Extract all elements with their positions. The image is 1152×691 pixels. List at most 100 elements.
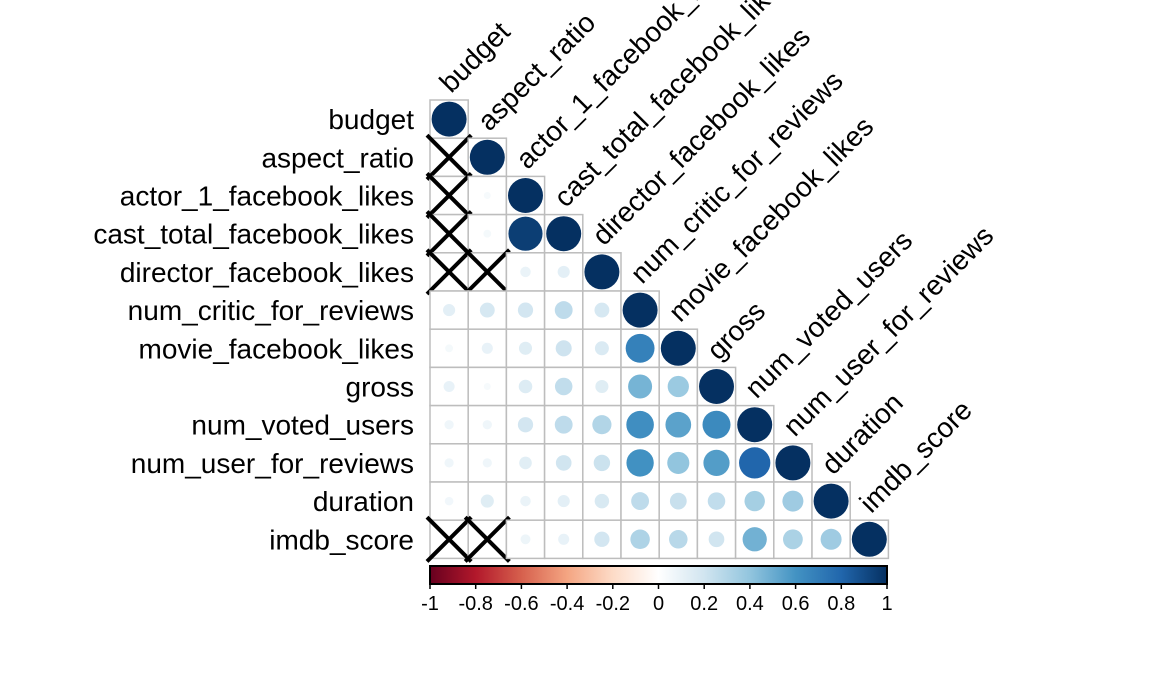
matrix-cell bbox=[620, 443, 660, 483]
colorbar-tick-label: 0.4 bbox=[736, 593, 764, 615]
matrix-cell bbox=[467, 175, 508, 216]
matrix-cell bbox=[425, 133, 473, 181]
matrix-cell bbox=[543, 404, 584, 445]
matrix-cell bbox=[429, 443, 469, 483]
correlation-circle bbox=[584, 254, 620, 290]
row-labels: budget aspect_ratio actor_1_facebook_likes… bbox=[93, 104, 414, 555]
correlation-circle bbox=[555, 455, 572, 471]
correlation-circle bbox=[554, 415, 573, 434]
correlation-circle bbox=[520, 495, 531, 507]
correlation-circle bbox=[469, 139, 505, 175]
correlation-circle bbox=[631, 492, 650, 511]
colorbar-tick-label: 0 bbox=[653, 593, 664, 615]
matrix-cell bbox=[543, 443, 584, 483]
matrix-cell bbox=[505, 366, 546, 407]
cell-box bbox=[543, 290, 584, 330]
row-label: imdb_score bbox=[269, 524, 414, 555]
correlation-circle bbox=[699, 369, 734, 404]
matrix-cell bbox=[811, 519, 851, 560]
matrix-cell bbox=[505, 175, 546, 216]
correlation-circle bbox=[480, 494, 494, 508]
insignificant-cross bbox=[463, 248, 511, 296]
correlation-circle bbox=[669, 492, 687, 510]
correlation-circle bbox=[813, 483, 849, 519]
column-label: gross bbox=[701, 295, 771, 365]
matrix-cell bbox=[658, 404, 699, 445]
matrix-cell bbox=[620, 290, 660, 330]
correlation-circle bbox=[669, 530, 688, 549]
matrix-cell bbox=[505, 519, 546, 560]
cell-box bbox=[620, 519, 660, 560]
correlation-circle bbox=[628, 374, 653, 399]
row-label: aspect_ratio bbox=[261, 142, 414, 173]
correlation-circle bbox=[626, 410, 654, 439]
matrix-cell bbox=[811, 481, 851, 521]
colorbar-tick-label: 0.6 bbox=[782, 593, 810, 615]
correlation-circle bbox=[667, 375, 689, 398]
matrix-cell bbox=[620, 328, 660, 369]
correlation-circle bbox=[595, 379, 609, 394]
matrix-cell bbox=[734, 404, 775, 445]
matrix-cell bbox=[429, 99, 469, 139]
matrix-cell bbox=[658, 481, 699, 521]
correlation-circle bbox=[482, 458, 492, 468]
matrix-cell bbox=[425, 171, 473, 220]
correlation-circle bbox=[546, 216, 582, 252]
matrix-cell bbox=[425, 248, 473, 296]
colorbar-tick-label: -0.4 bbox=[550, 593, 584, 615]
matrix-cell bbox=[429, 481, 469, 521]
matrix-cell bbox=[734, 519, 775, 560]
correlation-circle bbox=[660, 330, 696, 366]
matrix-cell bbox=[734, 443, 775, 483]
matrix-cell bbox=[582, 252, 622, 292]
insignificant-cross bbox=[425, 133, 473, 181]
correlation-circle bbox=[431, 101, 467, 137]
colorbar-tick-label: -0.2 bbox=[596, 593, 630, 615]
matrix-cell bbox=[467, 481, 508, 521]
correlation-circle bbox=[443, 380, 455, 393]
matrix-cell bbox=[658, 366, 699, 407]
matrix-cell bbox=[505, 328, 546, 369]
correlation-circle bbox=[851, 521, 887, 557]
matrix-cell bbox=[425, 515, 473, 563]
correlation-circle bbox=[481, 342, 493, 354]
matrix-cell bbox=[543, 481, 584, 521]
insignificant-cross bbox=[425, 210, 473, 258]
matrix-cell bbox=[505, 443, 546, 483]
correlation-circle bbox=[444, 496, 454, 506]
matrix-cell bbox=[773, 443, 813, 483]
correlation-circle bbox=[703, 449, 730, 476]
matrix-cell bbox=[582, 519, 622, 560]
matrix-cell bbox=[463, 248, 511, 296]
matrix-cell bbox=[620, 404, 660, 445]
matrix-cell bbox=[582, 328, 622, 369]
matrix-cell bbox=[696, 481, 737, 521]
matrix-cell bbox=[696, 443, 737, 483]
correlation-circle bbox=[517, 302, 534, 318]
matrix-cell bbox=[505, 213, 546, 254]
matrix-cell bbox=[543, 328, 584, 369]
correlation-circle bbox=[702, 410, 731, 439]
matrix-cell bbox=[658, 519, 699, 560]
correlation-circle bbox=[593, 454, 611, 472]
matrix-cell bbox=[849, 519, 890, 560]
correlation-circle bbox=[594, 302, 610, 318]
correlation-circle bbox=[555, 340, 572, 357]
correlation-circle bbox=[444, 458, 454, 468]
matrix-cell bbox=[543, 290, 584, 330]
row-label: num_voted_users bbox=[191, 410, 414, 441]
matrix-cell bbox=[658, 328, 699, 369]
correlation-circle bbox=[554, 301, 573, 320]
correlation-circle bbox=[508, 216, 543, 251]
matrix-cell bbox=[467, 404, 508, 445]
row-label: num_critic_for_reviews bbox=[128, 295, 414, 326]
matrix-cell bbox=[429, 404, 469, 445]
row-label: gross bbox=[346, 372, 414, 403]
correlation-circle bbox=[483, 192, 491, 199]
insignificant-cross bbox=[463, 515, 511, 563]
matrix-cell bbox=[505, 252, 546, 292]
correlation-circle bbox=[775, 445, 811, 481]
matrix-cell bbox=[696, 404, 737, 445]
row-label: actor_1_facebook_likes bbox=[120, 181, 414, 212]
insignificant-cross bbox=[425, 515, 473, 563]
